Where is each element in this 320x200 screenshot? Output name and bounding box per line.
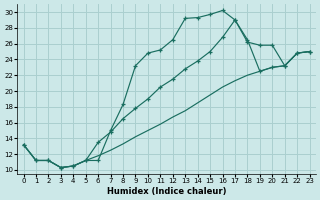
X-axis label: Humidex (Indice chaleur): Humidex (Indice chaleur) — [107, 187, 226, 196]
